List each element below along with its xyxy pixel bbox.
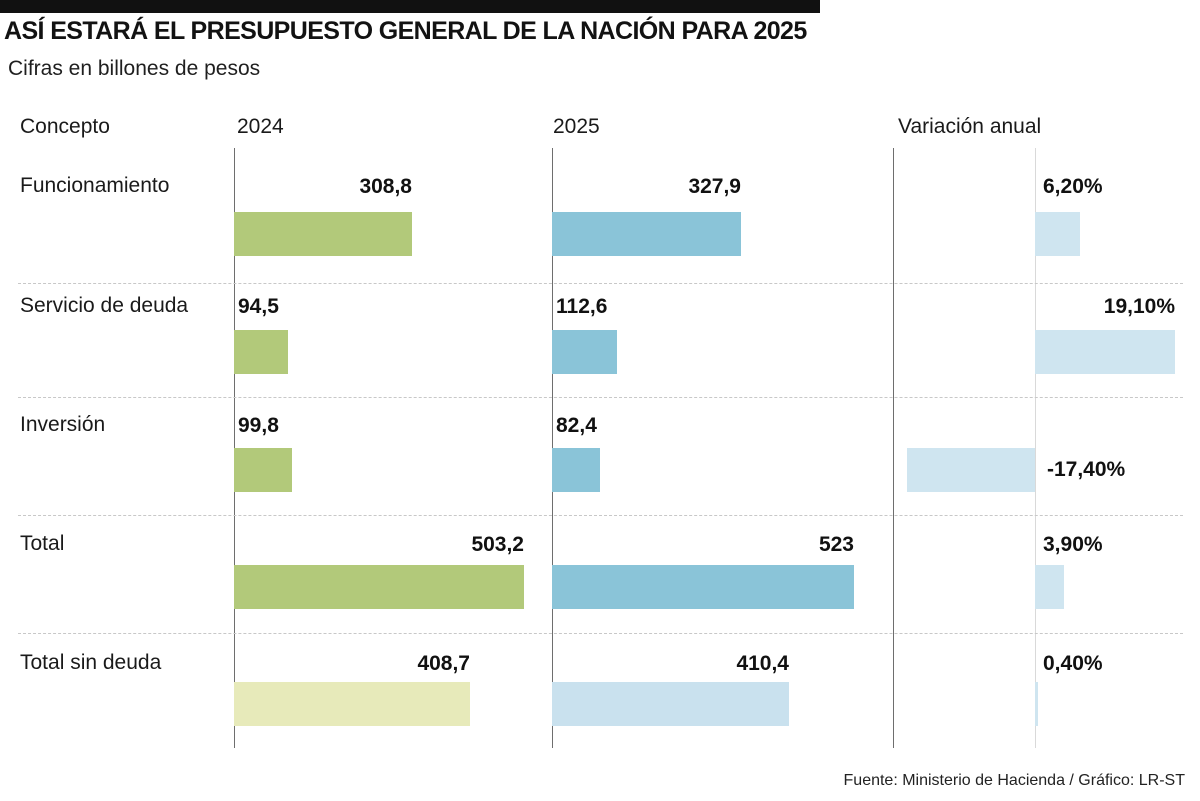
row-separator-dashed-line	[18, 515, 1183, 516]
column-header-concepto: Concepto	[20, 115, 110, 138]
row-separator-dashed-line	[18, 397, 1183, 398]
top-accent-bar	[0, 0, 820, 13]
source-credit: Fuente: Ministerio de Hacienda / Gráfico…	[843, 772, 1185, 789]
bar-variation	[1035, 682, 1038, 726]
variation-value-label: 0,40%	[1043, 652, 1103, 675]
bar-2024-value-label: 408,7	[417, 652, 470, 675]
row-label: Funcionamiento	[20, 174, 170, 197]
bar-2024	[234, 448, 292, 492]
bar-2024-value-label: 94,5	[238, 295, 279, 318]
bar-2025-value-label: 523	[818, 533, 854, 556]
bar-2025	[552, 682, 789, 726]
bar-2024	[234, 565, 524, 609]
bar-variation	[1035, 565, 1064, 609]
chart-title: ASÍ ESTARÁ EL PRESUPUESTO GENERAL DE LA …	[4, 17, 807, 45]
chart-subtitle: Cifras en billones de pesos	[8, 57, 261, 80]
row-label: Total	[20, 532, 65, 555]
bar-2024	[234, 682, 470, 726]
row-label: Servicio de deuda	[20, 294, 189, 317]
bar-2024-value-label: 99,8	[238, 414, 279, 437]
bar-2024-value-label: 308,8	[359, 175, 412, 198]
bar-variation-negative	[907, 448, 1035, 492]
variation-value-label: 3,90%	[1043, 533, 1103, 556]
bar-variation	[1035, 330, 1175, 374]
bar-2024	[234, 212, 412, 256]
column-separator-line	[893, 148, 894, 748]
bar-variation	[1035, 212, 1080, 256]
row-separator-dashed-line	[18, 283, 1183, 284]
bar-2025-value-label: 410,4	[736, 652, 789, 675]
bar-2025	[552, 212, 741, 256]
column-header-2024: 2024	[237, 115, 284, 138]
row-label: Inversión	[20, 413, 106, 436]
bar-2025-value-label: 327,9	[688, 175, 741, 198]
row-label: Total sin deuda	[20, 651, 162, 674]
bar-2024	[234, 330, 288, 374]
variation-value-label: 19,10%	[1103, 295, 1175, 318]
column-header-variacion-anual: Variación anual	[898, 115, 1042, 138]
bar-2025	[552, 330, 617, 374]
bar-2025-value-label: 112,6	[556, 295, 608, 318]
bar-2025	[552, 448, 600, 492]
variation-value-label: 6,20%	[1043, 175, 1103, 198]
bar-2024-value-label: 503,2	[471, 533, 524, 556]
bar-2025	[552, 565, 854, 609]
bar-2025-value-label: 82,4	[556, 414, 597, 437]
variation-value-label: -17,40%	[1047, 458, 1126, 481]
column-header-2025: 2025	[553, 115, 600, 138]
row-separator-dashed-line	[18, 633, 1183, 634]
axis-line-variation	[1035, 148, 1036, 748]
